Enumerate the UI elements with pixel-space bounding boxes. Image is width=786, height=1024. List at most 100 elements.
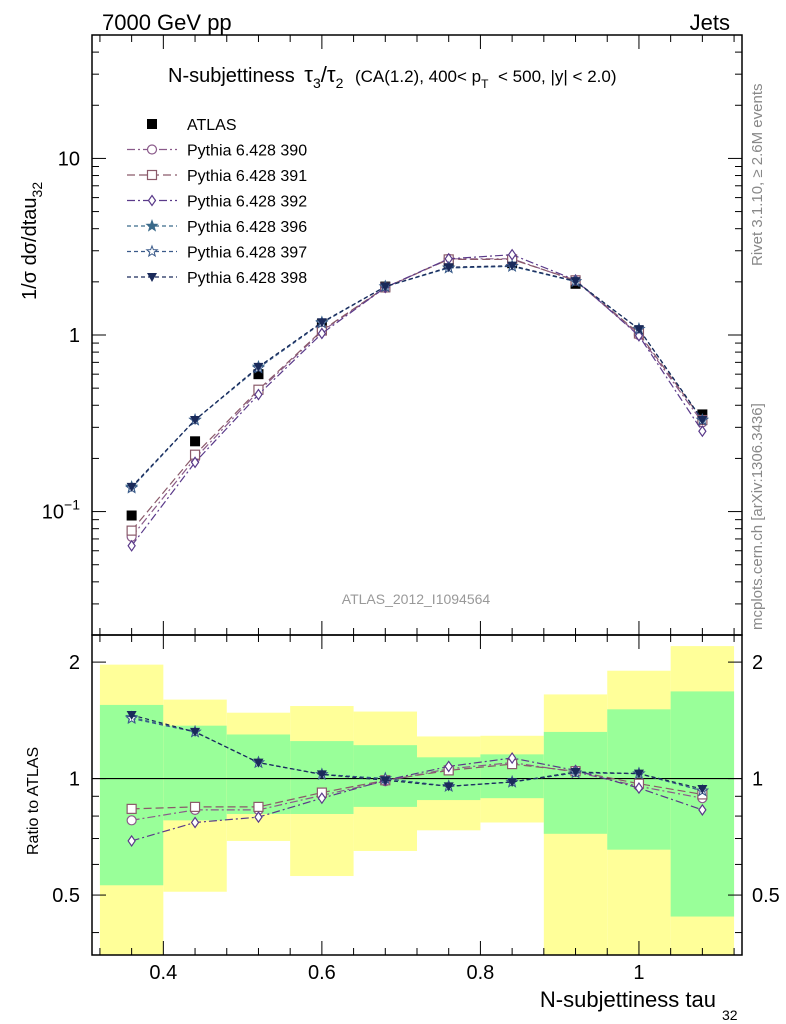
ratio-point — [444, 760, 453, 773]
main-series-line — [131, 265, 703, 488]
ratio-ytick-label: 2 — [69, 652, 80, 674]
band-green — [226, 734, 291, 814]
header-left: 7000 GeV pp — [102, 10, 232, 35]
main-series-5 — [125, 259, 709, 494]
main-point — [253, 369, 264, 380]
ratio-xtick-label: 0.8 — [467, 962, 495, 984]
ratio-ylabel: Ratio to ATLAS — [25, 747, 42, 855]
main-point — [190, 436, 201, 447]
ratio-point — [190, 816, 200, 829]
legend-entry: Pythia 6.428 396 — [127, 219, 307, 236]
legend-label: Pythia 6.428 391 — [187, 168, 307, 185]
legend-label: ATLAS — [187, 117, 237, 134]
ratio-point — [189, 801, 201, 812]
main-ytick-base: 10 — [58, 148, 80, 170]
legend-entry: Pythia 6.428 398 — [127, 270, 307, 287]
main-ylabel: 1/σ dσ/dtau32 — [19, 182, 45, 300]
main-point — [317, 327, 327, 340]
main-series-line — [131, 258, 703, 538]
ratio-point — [634, 782, 644, 795]
ratio-point — [697, 784, 708, 794]
main-point — [507, 261, 518, 271]
ratio-point — [316, 770, 327, 780]
main-series-6 — [126, 261, 708, 492]
main-series-1 — [126, 253, 708, 542]
ratio-series-line — [131, 714, 703, 790]
main-point — [126, 510, 137, 521]
ratio-xtick-label: 0.4 — [149, 962, 177, 984]
ratio-ytick-label: 1 — [69, 769, 80, 791]
main-series-3 — [127, 248, 707, 552]
main-ytick-label: 10 — [58, 148, 80, 170]
ratio-point — [380, 776, 391, 786]
ratio-ytick-label-right: 0.5 — [752, 885, 780, 907]
title-tau-b-sub: 2 — [336, 75, 344, 91]
ratio-series-2 — [127, 751, 707, 847]
main-point — [190, 456, 200, 469]
ratio-point — [253, 758, 264, 768]
legend-marker — [147, 119, 157, 129]
ratio-series-line — [131, 757, 703, 842]
title-slash: / — [321, 62, 328, 87]
main-point — [698, 425, 707, 438]
ratio-xlabel-text: N-subjettiness tau — [540, 987, 716, 1012]
ratio-frame — [91, 634, 743, 956]
title-tau-b: τ — [327, 62, 336, 87]
legend-marker — [146, 169, 158, 181]
ratio-point — [126, 710, 137, 720]
ratio-series-line — [131, 763, 703, 810]
legend-entry: Pythia 6.428 397 — [127, 245, 307, 262]
main-point — [190, 416, 201, 426]
ratio-point — [698, 803, 707, 816]
legend-label: Pythia 6.428 396 — [187, 219, 307, 236]
ratio-point — [507, 777, 518, 787]
ratio-ytick-label-right: 2 — [752, 652, 763, 674]
main-title: N-subjettiness τ3/τ2 (CA(1.2), 400< pT <… — [168, 62, 617, 93]
title-tau-a: τ — [304, 62, 313, 87]
ratio-panel: 0.5 0.5 1 1 2 2 0.4 0.6 0.8 1 Ratio to ATLAS N-su… — [25, 634, 780, 1023]
main-ytick-label: 10−1 — [42, 497, 80, 524]
legend-entry: Pythia 6.428 390 — [127, 143, 307, 160]
main-ylabel-text: 1/σ dσ/dtau — [19, 197, 41, 300]
main-series-2 — [126, 254, 708, 536]
main-ytick-label: 1 — [69, 325, 80, 347]
ratio-point — [254, 811, 263, 824]
ratio-ytick-label: 0.5 — [52, 885, 80, 907]
main-point — [126, 482, 137, 492]
main-point — [634, 329, 644, 342]
main-point — [316, 318, 327, 328]
main-series-0 — [126, 258, 708, 521]
main-series-4 — [125, 259, 709, 493]
side-label-bottom: mcplots.cern.ch [arXiv:1306.3436] — [749, 403, 766, 630]
legend-label: Pythia 6.428 390 — [187, 143, 307, 160]
ratio-point — [190, 727, 201, 737]
ratio-point — [317, 792, 327, 805]
title-detail-sub: T — [481, 77, 489, 91]
side-label-top: Rivet 3.1.10, ≥ 2.6M events — [749, 84, 766, 267]
legend-entry: Pythia 6.428 391 — [127, 168, 307, 185]
ratio-series-5 — [126, 710, 708, 794]
title-main: N-subjettiness — [168, 65, 295, 87]
band-green — [543, 731, 608, 834]
main-ylabel-sub: 32 — [29, 182, 45, 198]
title-detail-2: < 500, |y| < 2.0) — [498, 67, 616, 86]
title-detail-1: (CA(1.2), 400< p — [355, 67, 481, 86]
ratio-xtick-label: 1 — [633, 962, 644, 984]
ratio-point — [126, 815, 137, 826]
ratio-point — [443, 782, 454, 792]
legend-label: Pythia 6.428 397 — [187, 245, 307, 262]
main-point — [254, 388, 263, 401]
main-point — [570, 277, 581, 287]
main-series-line — [131, 254, 703, 547]
legend: ATLAS Pythia 6.428 390 Pythia 6.428 391 Pyt… — [127, 117, 307, 287]
band-green — [99, 704, 164, 886]
legend-entry: ATLAS — [147, 117, 237, 134]
legend-marker — [145, 244, 159, 258]
main-point — [380, 282, 391, 292]
legend-marker — [147, 194, 157, 207]
ratio-xlabel: N-subjettiness tau — [540, 987, 716, 1012]
legend-marker — [145, 219, 159, 232]
title-tau-a-sub: 3 — [313, 75, 321, 91]
